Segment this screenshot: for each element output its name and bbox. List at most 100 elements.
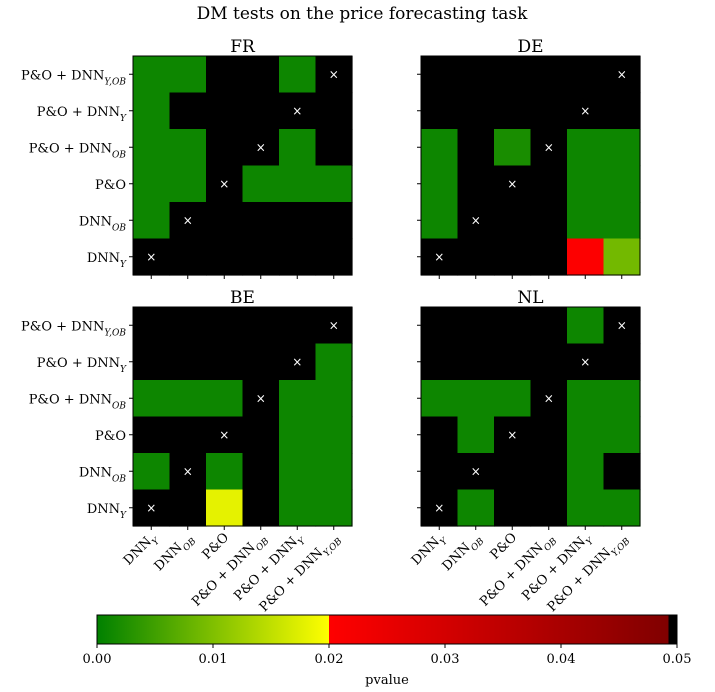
heatmap-cell: [133, 56, 171, 94]
heatmap-cell: [315, 238, 353, 276]
heatmap-cell: [279, 416, 317, 454]
heatmap-cell: [133, 453, 171, 491]
heatmap-cell: [457, 56, 495, 94]
diagonal-marker: ×: [507, 428, 517, 442]
heatmap-cell: [530, 165, 568, 203]
heatmap-cell: [169, 202, 207, 240]
heatmap-cell: [457, 380, 495, 418]
diagonal-marker: ×: [544, 391, 554, 405]
diagonal-marker: ×: [292, 104, 302, 118]
heatmap-cell: [315, 56, 353, 94]
heatmap-cell: [494, 453, 532, 491]
heatmap-cell: [494, 202, 532, 240]
diagonal-marker: ×: [146, 501, 156, 515]
heatmap-cell: [567, 307, 605, 345]
heatmap-cell: [567, 238, 605, 276]
heatmap-cell: [315, 453, 353, 491]
heatmap-cell: [242, 453, 280, 491]
heatmap-cell: [242, 489, 280, 527]
heatmap-cell: [567, 165, 605, 203]
diagonal-marker: ×: [183, 213, 193, 227]
heatmap-cell: [315, 416, 353, 454]
heatmap-cell: [421, 92, 459, 130]
heatmap-cell: [603, 489, 641, 527]
heatmap-cell: [567, 343, 605, 381]
heatmap-cell: [421, 343, 459, 381]
heatmap-cell: [457, 343, 495, 381]
heatmap-cell: [169, 380, 207, 418]
heatmap-cell: [242, 56, 280, 94]
panel-title: NL: [517, 288, 543, 308]
heatmap-cell: [421, 129, 459, 167]
colorbar-tick-label: 0.04: [547, 652, 576, 667]
heatmap-cell: [421, 165, 459, 203]
heatmap-cell: [457, 129, 495, 167]
colorbar-tick-label: 0.02: [315, 652, 344, 667]
heatmap-cell: [567, 92, 605, 130]
heatmap-cell: [530, 129, 568, 167]
heatmap-cell: [206, 129, 244, 167]
heatmap-cell: [494, 380, 532, 418]
heatmap-cell: [242, 238, 280, 276]
diagonal-marker: ×: [580, 355, 590, 369]
heatmap-fr: FR × × × × × × P&O + DNNY,OB P&O + DNNY P&O + DNN…: [21, 37, 353, 279]
heatmap-cell: [315, 343, 353, 381]
diagonal-marker: ×: [256, 140, 266, 154]
heatmap-cell: [421, 380, 459, 418]
heatmap-cell: [530, 489, 568, 527]
diagonal-marker: ×: [329, 318, 339, 332]
y-tick-label: DNNOB: [79, 214, 127, 233]
heatmap-cell: [279, 92, 317, 130]
heatmap-cell: [315, 165, 353, 203]
heatmap-cell: [457, 92, 495, 130]
heatmap-cell: [421, 453, 459, 491]
heatmap-cell: [242, 92, 280, 130]
heatmap-cell: [421, 489, 459, 527]
heatmap-cell: [567, 56, 605, 94]
heatmap-cell: [206, 165, 244, 203]
diagonal-marker: ×: [183, 464, 193, 478]
heatmap-cell: [133, 416, 171, 454]
panel-frame: [132, 55, 353, 276]
heatmap-cell: [133, 129, 171, 167]
y-tick-label: P&O + DNNY: [37, 105, 127, 124]
heatmap-cell: [567, 129, 605, 167]
heatmap-be: BE × × × × × × P&O + DNNY,OB P&O + DNNY P&O + DNN…: [21, 288, 353, 615]
heatmap-cell: [603, 453, 641, 491]
heatmap-cell: [206, 489, 244, 527]
heatmap-cell: [279, 307, 317, 345]
heatmap-cell: [457, 489, 495, 527]
heatmap-cell: [242, 380, 280, 418]
colorbar-tick-label: 0.03: [431, 652, 460, 667]
heatmap-cell: [530, 453, 568, 491]
diagonal-marker: ×: [507, 177, 517, 191]
heatmap-cell: [530, 343, 568, 381]
heatmap-cell: [315, 129, 353, 167]
heatmap-cell: [279, 489, 317, 527]
y-tick-label: P&O + DNNY: [37, 356, 127, 375]
colorbar-gradient: [96, 614, 678, 645]
colorbar: 0.00 0.01 0.02 0.03 0.04 0.05 pvalue: [83, 614, 691, 688]
heatmap-cell: [133, 165, 171, 203]
y-tick-label: P&O + DNNY,OB: [21, 68, 126, 87]
heatmap-cell: [169, 129, 207, 167]
heatmap-cell: [494, 343, 532, 381]
heatmap-cell: [279, 380, 317, 418]
heatmap-cell: [169, 453, 207, 491]
y-tick-label: P&O: [95, 178, 126, 193]
heatmap-cell: [530, 202, 568, 240]
diagonal-marker: ×: [329, 67, 339, 81]
panel-frame: [132, 306, 353, 527]
diagonal-marker: ×: [544, 140, 554, 154]
heatmap-cell: [242, 165, 280, 203]
y-tick-label: P&O + DNNOB: [29, 392, 127, 411]
diagonal-marker: ×: [580, 104, 590, 118]
heatmap-cell: [457, 238, 495, 276]
panel-title: DE: [517, 37, 543, 57]
heatmap-cell: [315, 307, 353, 345]
heatmap-cell: [169, 165, 207, 203]
heatmap-cell: [133, 380, 171, 418]
heatmap-cell: [206, 453, 244, 491]
diagonal-marker: ×: [434, 501, 444, 515]
heatmap-cell: [206, 307, 244, 345]
